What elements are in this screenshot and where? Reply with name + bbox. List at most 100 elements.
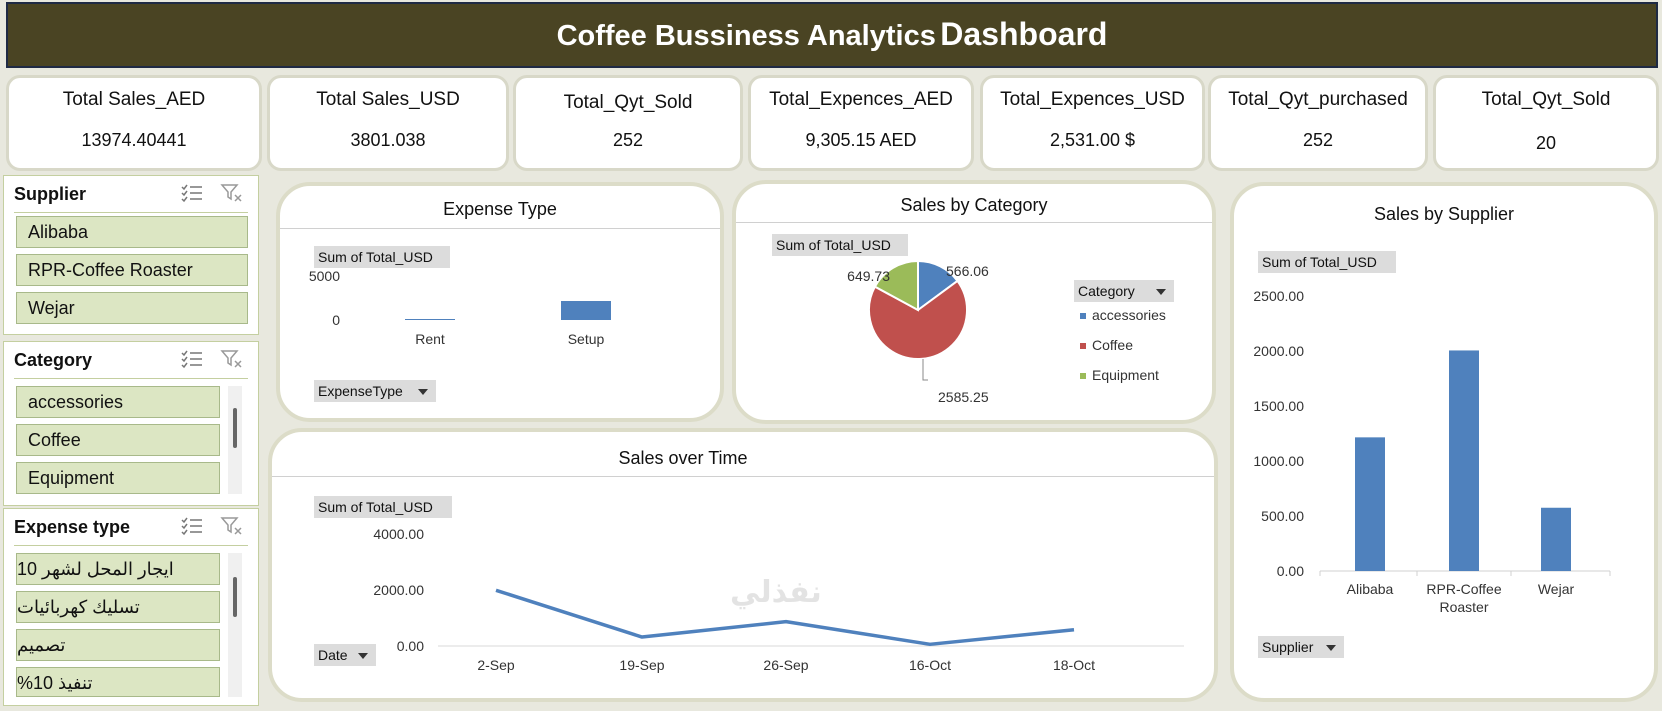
sales-by-category-chart: 566.06 2585.25 649.73 accessories Coffee Equi… xyxy=(847,259,1166,405)
kpi-label: Total_Qyt_Sold xyxy=(563,92,693,113)
bar-supplier xyxy=(1541,507,1571,571)
kpi-label: Total Sales_USD xyxy=(316,89,460,110)
dashboard-title-bar: Coffee Bussiness Analytics Dashboard xyxy=(6,2,1658,68)
x-tick-label: Setup xyxy=(568,331,605,347)
slicer-divider xyxy=(14,212,248,213)
panel-sales-by-supplier: Sales by Supplier Sum of Total_USD Suppl… xyxy=(1230,182,1658,702)
x-tick-label: Roaster xyxy=(1439,599,1488,615)
axis-field-button[interactable]: Date xyxy=(314,644,376,666)
dropdown-arrow-icon xyxy=(1326,645,1336,651)
legend-field-button[interactable]: Category xyxy=(1074,280,1174,302)
clear-filter-icon[interactable] xyxy=(220,515,244,537)
data-label: 2585.25 xyxy=(938,389,989,405)
x-tick-label: Alibaba xyxy=(1347,581,1394,597)
dropdown-arrow-icon xyxy=(358,653,368,659)
slicer-item-equipment[interactable]: Equipment xyxy=(16,462,220,494)
slicer-item-wejar[interactable]: Wejar xyxy=(16,292,248,324)
axis-field-button[interactable]: Supplier xyxy=(1258,636,1344,658)
chart-title: Expense Type xyxy=(443,199,557,219)
axis-field-button[interactable]: ExpenseType xyxy=(314,380,436,402)
kpi-label: Total_Expences_AED xyxy=(769,89,953,110)
pie-slice-equipment xyxy=(873,259,919,312)
kpi-label: Total_Qyt_purchased xyxy=(1228,89,1408,110)
chart-title: Sales by Supplier xyxy=(1373,204,1515,224)
bar-supplier xyxy=(1449,350,1479,571)
multi-select-icon[interactable] xyxy=(180,515,204,537)
sales-over-time-chart: 4000.00 2000.00 0.00 2-Sep 19-Sep 26-Sep 16-Oc… xyxy=(373,526,1184,673)
slicer-item-rpr-coffee-roaster[interactable]: RPR-Coffee Roaster xyxy=(16,254,248,286)
slicer-item-expense-3[interactable]: تصميم xyxy=(16,629,220,661)
kpi-value: 252 xyxy=(612,130,644,150)
panel-sales-by-category: Sales by Category Sum of Total_USD Categ… xyxy=(732,180,1216,424)
pie-slice-coffee xyxy=(868,279,968,360)
slicer-title: Category xyxy=(14,350,93,370)
slicer-scrollbar[interactable] xyxy=(228,386,242,494)
slicer-title: Expense type xyxy=(14,517,131,537)
clear-filter-icon[interactable] xyxy=(220,348,244,370)
bar-setup xyxy=(561,300,611,320)
scrollbar-thumb[interactable] xyxy=(233,408,237,448)
x-tick-label: Wejar xyxy=(1538,581,1575,597)
field-button-label: Supplier xyxy=(1262,639,1314,655)
dashboard-title-suffix: Dashboard xyxy=(940,16,1108,52)
kpi-label: Total_Qyt_Sold xyxy=(1481,89,1611,110)
legend-marker xyxy=(1080,373,1086,379)
chart-title: Sales by Category xyxy=(900,195,1048,215)
slicer-item-accessories[interactable]: accessories xyxy=(16,386,220,418)
kpi-value: 9,305.15 AED xyxy=(805,130,917,150)
field-button-label: Category xyxy=(1078,283,1135,299)
kpi-card-total-sales-usd: Total Sales_USD 3801.038 xyxy=(267,75,509,171)
kpi-value: 252 xyxy=(1302,130,1334,150)
slicer-item-expense-4[interactable]: تنفيذ 10% xyxy=(16,667,220,697)
value-field-button[interactable]: Sum of Total_USD xyxy=(772,234,908,256)
clear-filter-icon[interactable] xyxy=(220,182,244,204)
x-tick-label: 19-Sep xyxy=(619,657,664,673)
kpi-value: 2,531.00 $ xyxy=(1049,130,1136,150)
y-tick-label: 500.00 xyxy=(1261,508,1304,524)
kpi-card-total-qty-purchased: Total_Qyt_purchased 252 xyxy=(1208,75,1428,171)
chart-title: Sales over Time xyxy=(618,448,748,468)
multi-select-icon[interactable] xyxy=(180,182,204,204)
slicer-divider xyxy=(14,545,248,546)
scrollbar-thumb[interactable] xyxy=(233,577,237,617)
slicer-item-alibaba[interactable]: Alibaba xyxy=(16,216,248,248)
slicer-item-coffee[interactable]: Coffee xyxy=(16,424,220,456)
series-line xyxy=(495,588,1075,647)
y-tick-label: 1000.00 xyxy=(1253,453,1304,469)
kpi-label: Total Sales_AED xyxy=(62,89,206,110)
kpi-card-total-sales-aed: Total Sales_AED 13974.40441 xyxy=(6,75,262,171)
kpi-card-total-expenses-aed: Total_Expences_AED 9,305.15 AED xyxy=(748,75,974,171)
value-field-button[interactable]: Sum of Total_USD xyxy=(1258,251,1396,273)
kpi-card-total-expenses-usd: Total_Expences_USD 2,531.00 $ xyxy=(980,75,1205,171)
data-label: 649.73 xyxy=(847,268,890,284)
y-tick-label: 2000.00 xyxy=(373,582,424,598)
kpi-card-total-qty-sold: Total_Qyt_Sold 252 xyxy=(513,75,743,171)
leader-line xyxy=(922,359,928,381)
x-tick-label: Rent xyxy=(415,331,445,347)
slicer-title: Supplier xyxy=(14,184,87,204)
x-tick-label: 26-Sep xyxy=(763,657,808,673)
panel-sales-over-time: Sales over Time Sum of Total_USD Date 40… xyxy=(268,428,1218,702)
x-tick-label: 16-Oct xyxy=(909,657,951,673)
x-tick-label: 18-Oct xyxy=(1053,657,1095,673)
kpi-card-total-qty-sold-2: Total_Qyt_Sold 20 xyxy=(1433,75,1659,171)
slicer-scrollbar[interactable] xyxy=(228,553,242,697)
legend-marker xyxy=(1080,343,1086,349)
value-field-button[interactable]: Sum of Total_USD xyxy=(314,496,452,518)
slicer-item-expense-1[interactable]: ايجار المحل لشهر 10 xyxy=(16,553,220,585)
slicer-item-label: ايجار المحل لشهر 10 xyxy=(17,559,174,579)
bar-rent xyxy=(405,319,455,320)
title-divider xyxy=(736,222,1212,223)
title-divider xyxy=(272,476,1214,477)
slicer-item-expense-2[interactable]: تسليك كهربائيات xyxy=(16,591,220,623)
watermark: نفذلي xyxy=(730,576,822,609)
multi-select-icon[interactable] xyxy=(180,348,204,370)
dashboard-title: Coffee Bussiness Analytics xyxy=(556,20,936,52)
y-tick-label: 2500.00 xyxy=(1253,288,1304,304)
y-tick-label: 5000 xyxy=(309,268,340,284)
x-tick-label: RPR-Coffee xyxy=(1426,581,1501,597)
y-tick-label: 0.00 xyxy=(1277,563,1304,579)
value-field-button[interactable]: Sum of Total_USD xyxy=(314,246,450,268)
slicer-item-label: تنفيذ 10% xyxy=(17,673,93,693)
field-button-label: ExpenseType xyxy=(318,383,403,399)
